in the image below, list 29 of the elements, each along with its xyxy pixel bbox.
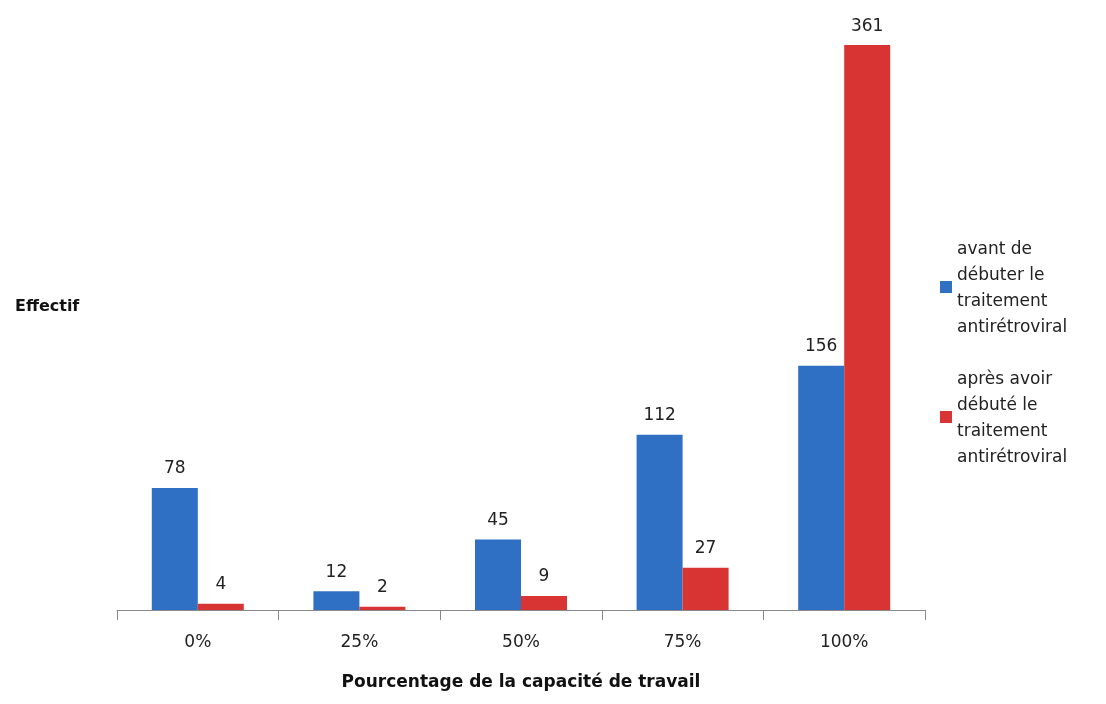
- bar: [521, 595, 567, 610]
- bar: [682, 567, 729, 610]
- bar: [636, 434, 683, 610]
- data-label: 45: [487, 509, 509, 530]
- bar: [197, 603, 244, 610]
- bar: [475, 539, 521, 610]
- data-label: 112: [643, 404, 676, 425]
- data-label: 361: [850, 14, 884, 35]
- x-tick-label: 25%: [340, 630, 379, 651]
- legend-label: après avoir débuté le traitement antirétroviral: [957, 368, 1068, 466]
- bar: [798, 365, 845, 610]
- data-label: 156: [804, 335, 838, 356]
- bar: [151, 487, 198, 610]
- x-tick-label: 50%: [502, 630, 540, 651]
- x-tick-label: 0%: [184, 630, 212, 651]
- x-tick-label: 75%: [663, 630, 702, 651]
- bar: [844, 45, 891, 610]
- data-label: 9: [538, 565, 550, 586]
- bar: [313, 591, 360, 610]
- data-label: 78: [163, 457, 186, 478]
- x-tick-label: 100%: [819, 630, 869, 651]
- data-label: 27: [694, 537, 717, 558]
- legend-label: avant de débuter le traitement antirétroviral: [957, 238, 1068, 336]
- data-label: 2: [376, 576, 388, 597]
- y-axis-title: Effectif: [15, 295, 81, 315]
- data-label: 12: [325, 560, 348, 581]
- data-label: 4: [215, 573, 227, 594]
- x-axis-title: Pourcentage de la capacité de travail: [341, 670, 701, 691]
- bar: [359, 606, 406, 610]
